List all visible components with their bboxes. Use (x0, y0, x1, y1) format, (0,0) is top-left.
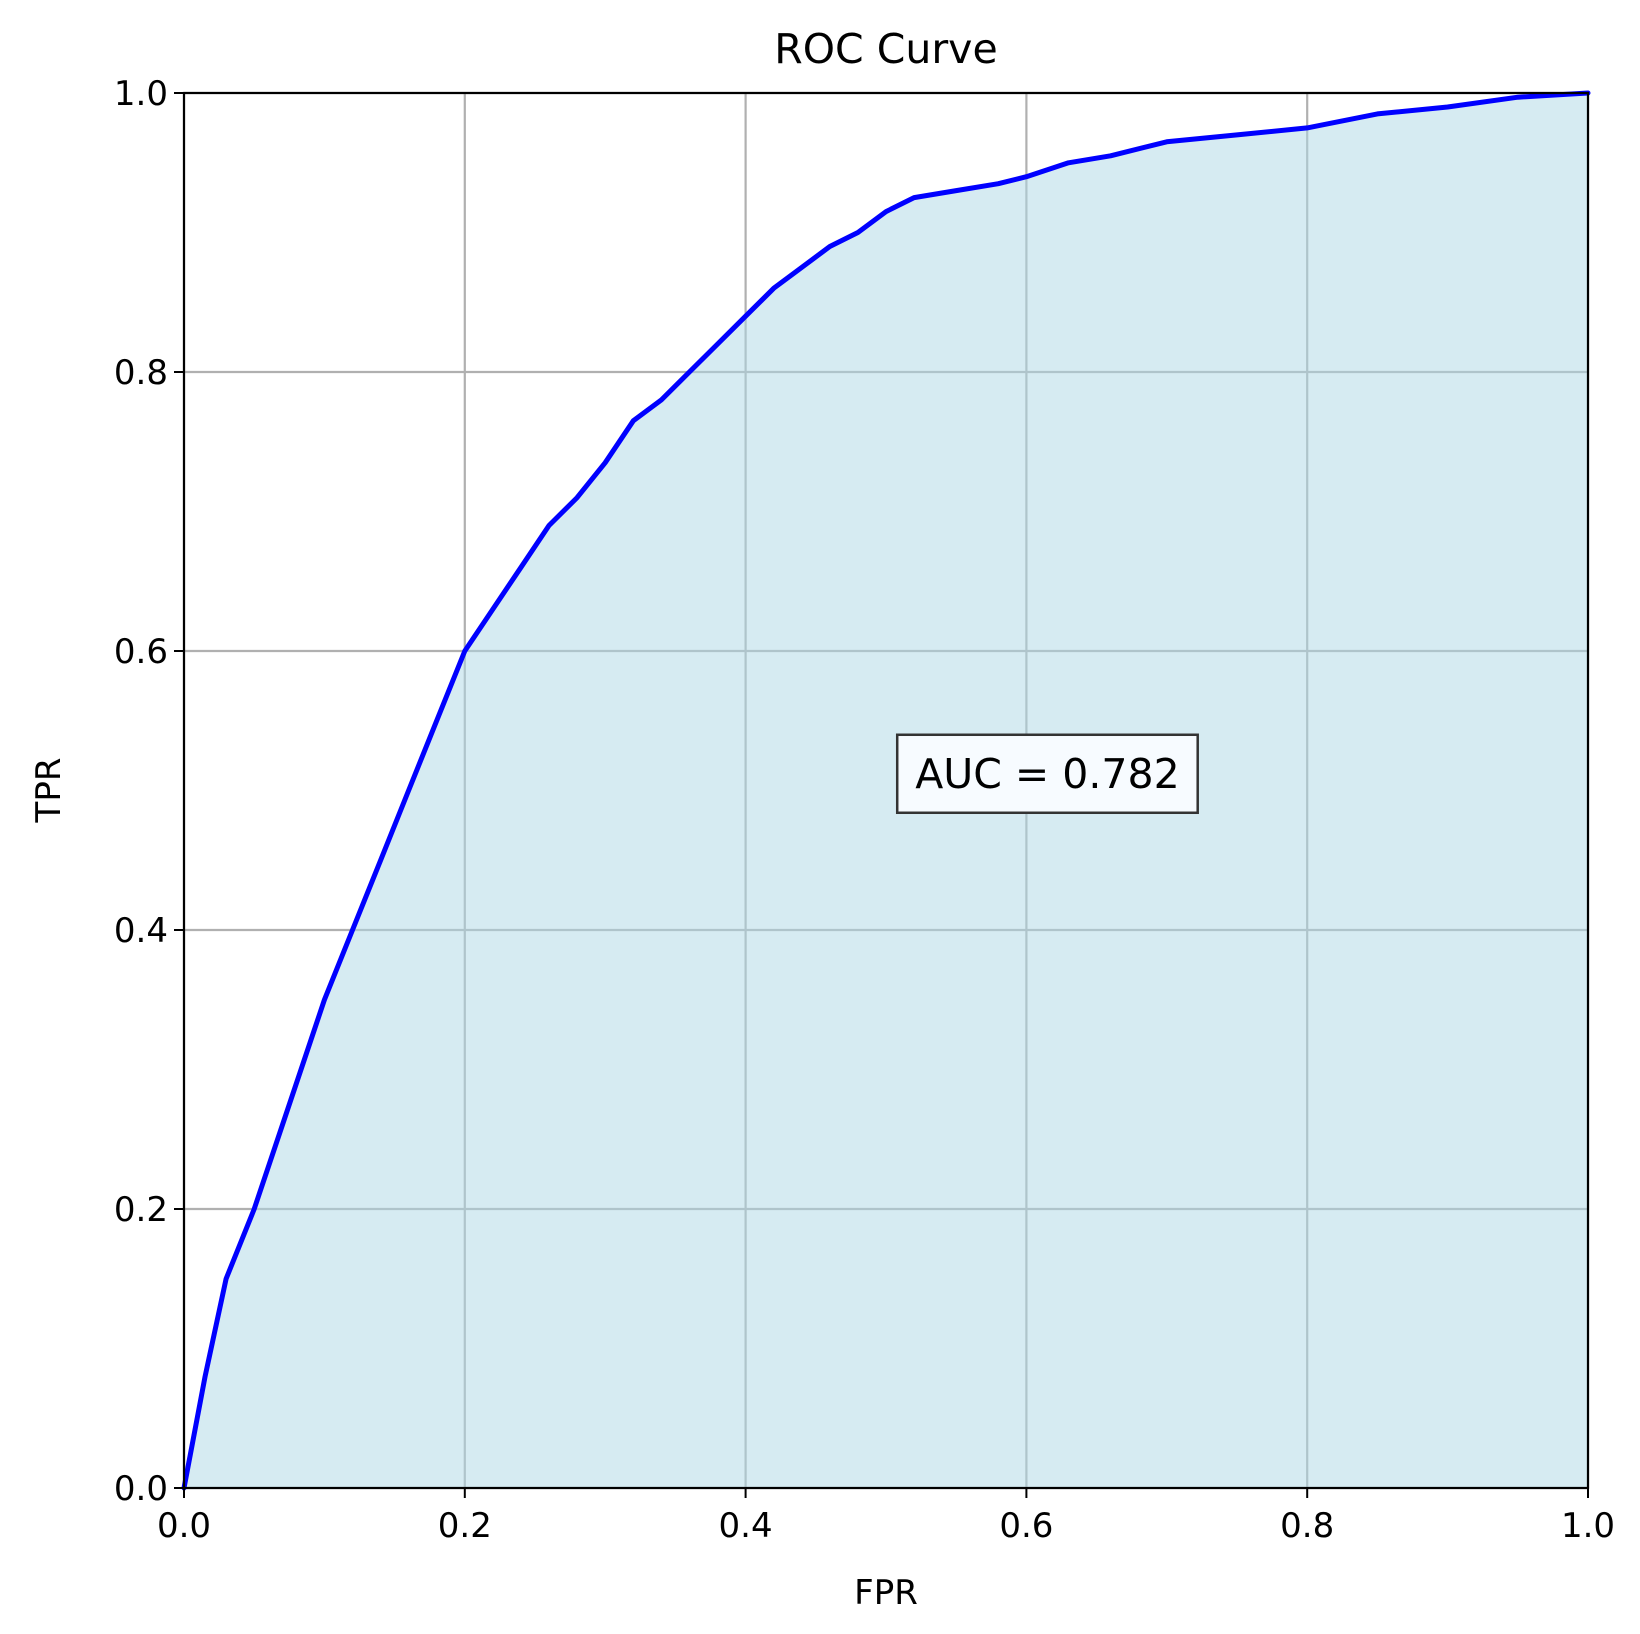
y-tick-label-2: 0.4 (114, 911, 168, 951)
y-axis-label: TPR (29, 758, 69, 824)
y-tick-label-1: 0.2 (114, 1190, 168, 1230)
x-axis-label: FPR (854, 1573, 918, 1613)
auc-annotation-box (895, 733, 1199, 815)
x-tick-label-1: 0.2 (438, 1506, 492, 1546)
chart-title: ROC Curve (774, 25, 997, 73)
x-tick-label-4: 0.8 (1280, 1506, 1334, 1546)
y-tick-label-0: 0.0 (114, 1469, 168, 1509)
x-tick-label-3: 0.6 (999, 1506, 1053, 1546)
auc-annotation: AUC = 0.782 (895, 733, 1199, 815)
x-tick-label-2: 0.4 (719, 1506, 773, 1546)
y-tick-label-3: 0.6 (114, 632, 168, 672)
y-tick-label-4: 0.8 (114, 353, 168, 393)
plot-frame (182, 91, 1590, 1490)
x-tick-label-0: 0.0 (157, 1506, 211, 1546)
ticks: 0.0 0.2 0.4 0.6 0.8 1.0 0.0 0.2 0.4 0.6 0.8 1.0 (114, 74, 1615, 1546)
y-tick-label-5: 1.0 (114, 74, 168, 114)
auc-area-fill (184, 93, 1588, 1488)
roc-curve-line (181, 90, 1591, 1491)
x-tick-label-5: 1.0 (1561, 1506, 1615, 1546)
auc-annotation-text: AUC = 0.782 (915, 750, 1179, 798)
